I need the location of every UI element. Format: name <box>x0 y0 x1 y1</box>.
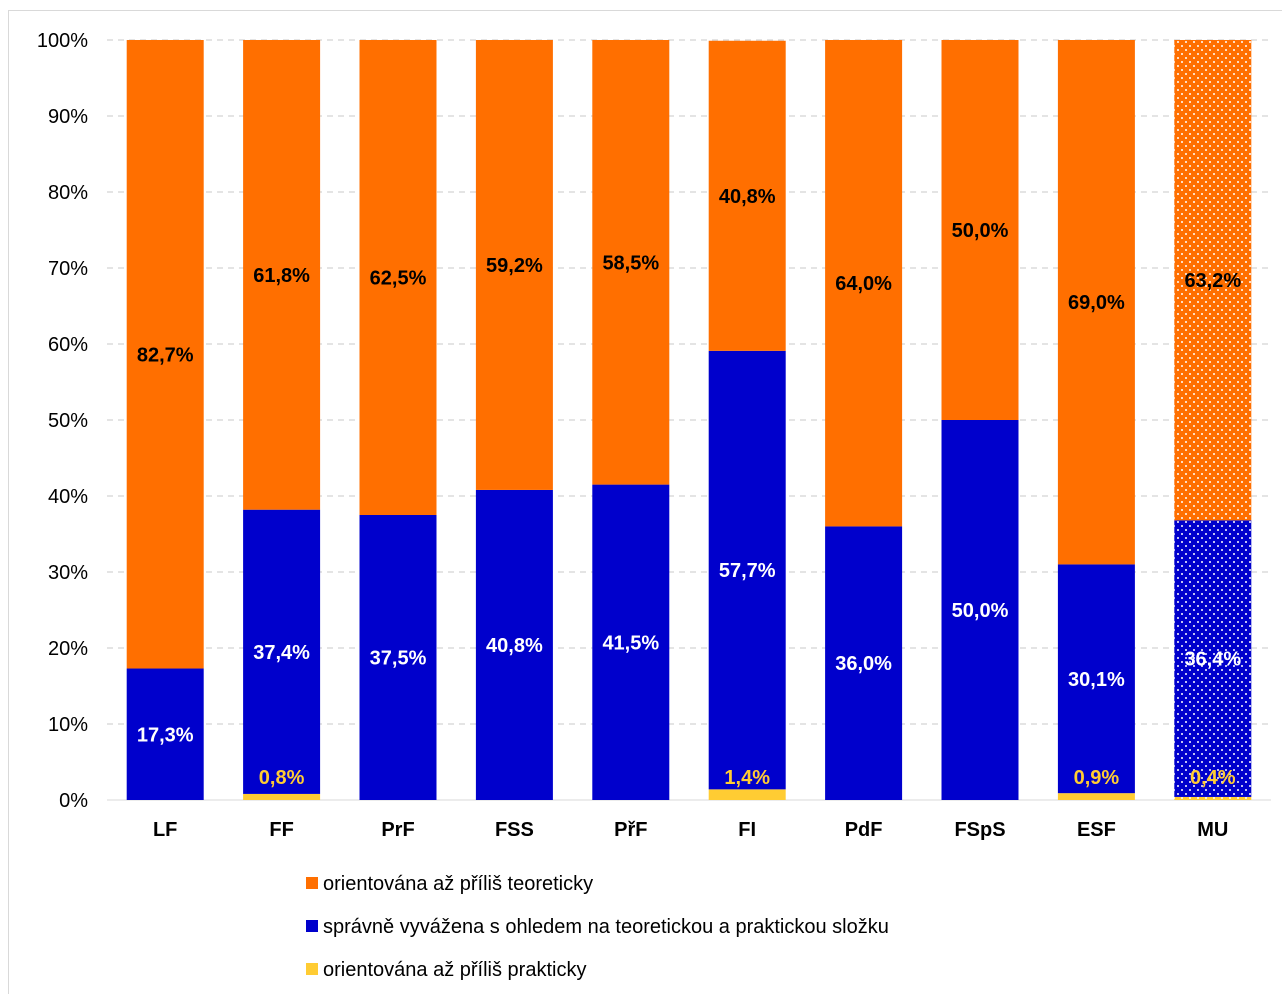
y-tick-label: 100% <box>37 30 88 52</box>
data-label-PřF-s1: 41,5% <box>602 632 659 654</box>
bar-segment-FSS-s1 <box>475 489 553 800</box>
bar-segment-PrF-s1 <box>359 515 437 800</box>
data-label-ESF-s0: 0,9% <box>1074 767 1120 789</box>
bar-segment-MU-s0 <box>1174 796 1252 800</box>
bar-segment-ESF-s2 <box>1057 40 1135 565</box>
x-tick-label: PřF <box>614 819 647 841</box>
legend-swatch <box>306 963 318 975</box>
data-label-FSS-s2: 59,2% <box>486 255 543 277</box>
bar-segment-PřF-s2 <box>592 40 670 485</box>
data-label-FSS-s1: 40,8% <box>486 635 543 657</box>
chart-frame <box>8 10 1282 994</box>
data-label-FI-s1: 57,7% <box>719 560 776 582</box>
bar-segment-FF-s2 <box>243 40 321 510</box>
y-tick-label: 20% <box>48 638 88 660</box>
legend-swatch <box>306 877 318 889</box>
bar-segment-LF-s1 <box>126 668 204 800</box>
data-label-FI-s0: 1,4% <box>724 767 770 789</box>
bar-segment-FF-s0 <box>243 793 321 800</box>
bar-segment-FI-s2 <box>708 40 786 351</box>
bar-segment-PrF-s2 <box>359 40 437 515</box>
bar-segment-FI-s0 <box>708 789 786 800</box>
bar-segment-FF-s1 <box>243 509 321 794</box>
bar-segment-LF-s2 <box>126 40 204 669</box>
x-tick-label: FI <box>738 819 756 841</box>
data-label-LF-s1: 17,3% <box>137 724 194 746</box>
data-label-FI-s2: 40,8% <box>719 186 776 208</box>
data-label-FF-s0: 0,8% <box>259 767 305 789</box>
data-label-LF-s2: 82,7% <box>137 344 194 366</box>
x-tick-label: PdF <box>845 819 883 841</box>
data-label-MU-s1: 36,4% <box>1184 649 1241 671</box>
data-label-PřF-s2: 58,5% <box>602 252 659 274</box>
x-tick-label: ESF <box>1077 819 1116 841</box>
data-label-ESF-s1: 30,1% <box>1068 669 1125 691</box>
bar-segment-MU-s1 <box>1174 520 1252 797</box>
legend-swatch <box>306 920 318 932</box>
y-tick-label: 80% <box>48 182 88 204</box>
data-label-PrF-s2: 62,5% <box>370 268 427 290</box>
x-tick-label: LF <box>153 819 177 841</box>
y-tick-label: 0% <box>59 790 88 812</box>
bar-segment-ESF-s1 <box>1057 564 1135 794</box>
data-labels: 17,3% 82,7% 0,8% 37,4% 61,8% 37,5% 62,5% 40,8% 5… <box>137 186 1242 789</box>
legend: orientována až příliš teoreticky správně … <box>306 873 889 981</box>
bar-segment-PřF-s1 <box>592 484 670 800</box>
x-tick-label: MU <box>1197 819 1228 841</box>
x-tick-label: FSS <box>495 819 534 841</box>
bar-segment-FSpS-s1 <box>941 420 1019 800</box>
y-tick-label: 60% <box>48 334 88 356</box>
legend-label: orientována až příliš prakticky <box>323 959 586 981</box>
y-tick-label: 10% <box>48 714 88 736</box>
x-axis: LF FF PrF FSS PřF FI PdF FSpS ESF MU <box>153 819 1228 841</box>
bars <box>126 40 1252 800</box>
y-tick-label: 70% <box>48 258 88 280</box>
bar-segment-MU-s2 <box>1174 40 1252 521</box>
data-label-FSpS-s2: 50,0% <box>952 220 1009 242</box>
y-tick-label: 90% <box>48 106 88 128</box>
x-tick-label: FF <box>269 819 293 841</box>
bar-segment-ESF-s0 <box>1057 793 1135 800</box>
data-label-MU-s2: 63,2% <box>1184 270 1241 292</box>
bar-segment-FI-s1 <box>708 350 786 790</box>
legend-label: správně vyvážena s ohledem na teoreticko… <box>323 916 889 938</box>
y-tick-label: 30% <box>48 562 88 584</box>
y-axis: 0% 10% 20% 30% 40% 50% 60% 70% 80% 90% 100% <box>37 30 88 812</box>
bar-segment-FSS-s2 <box>475 40 553 490</box>
x-tick-label: PrF <box>381 819 414 841</box>
y-tick-label: 40% <box>48 486 88 508</box>
legend-label: orientována až příliš teoreticky <box>323 873 593 895</box>
data-label-FSpS-s1: 50,0% <box>952 600 1009 622</box>
data-label-PdF-s1: 36,0% <box>835 653 892 675</box>
data-label-PdF-s2: 64,0% <box>835 273 892 295</box>
y-tick-label: 50% <box>48 410 88 432</box>
bar-segment-PdF-s1 <box>825 526 903 800</box>
data-label-ESF-s2: 69,0% <box>1068 292 1125 314</box>
x-tick-label: FSpS <box>954 819 1005 841</box>
data-label-FF-s1: 37,4% <box>253 642 310 664</box>
data-label-PrF-s1: 37,5% <box>370 648 427 670</box>
bar-segment-FSpS-s2 <box>941 40 1019 420</box>
bar-segment-PdF-s2 <box>825 40 903 527</box>
data-label-FF-s2: 61,8% <box>253 265 310 287</box>
data-label-MU-s0: 0,4% <box>1190 767 1236 789</box>
